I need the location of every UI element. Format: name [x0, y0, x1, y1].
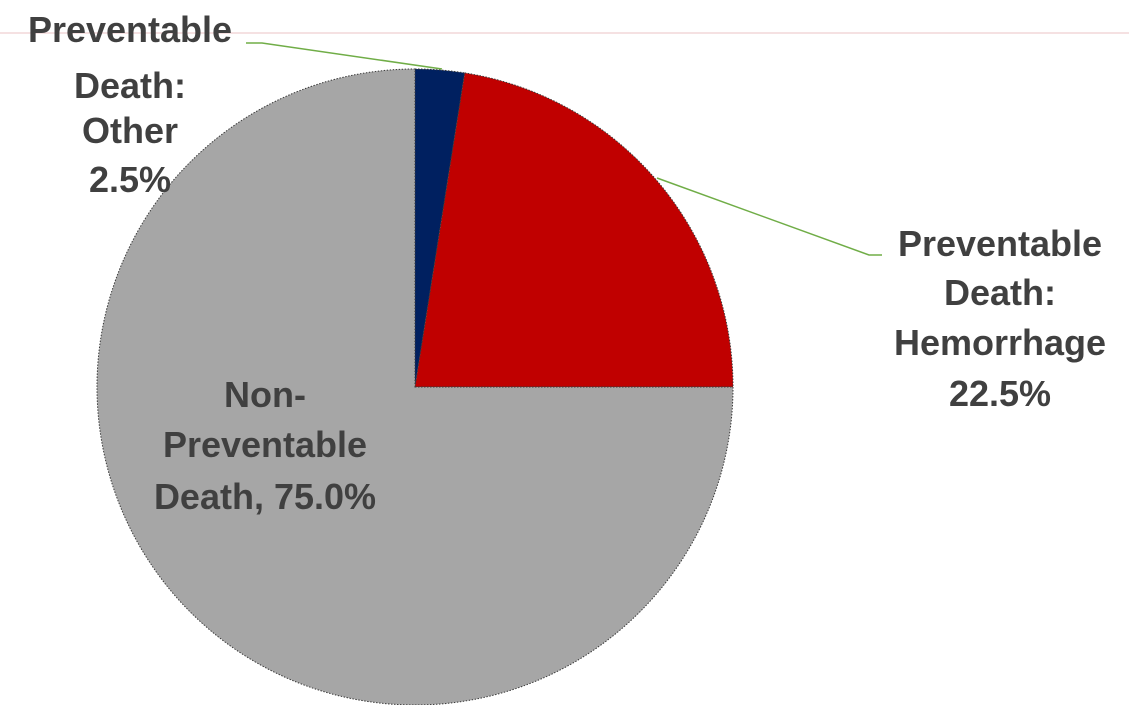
pie-slices: [96, 68, 734, 705]
data-label-hemorrhage-line: 22.5%: [949, 373, 1051, 414]
data-label-other-line: 2.5%: [89, 159, 171, 200]
data-label-hemorrhage-line: Preventable: [898, 223, 1102, 264]
data-label-non-preventable-line: Death, 75.0%: [154, 476, 376, 517]
pie-slice-non-preventable: [96, 68, 734, 705]
leader-line-other: [246, 42, 443, 70]
data-label-other-line: Preventable: [28, 9, 232, 50]
pie-slice-hemorrhage: [414, 72, 734, 388]
data-label-hemorrhage-line: Hemorrhage: [894, 322, 1106, 363]
data-label-non-preventable-line: Non-: [224, 374, 306, 415]
data-label-hemorrhage: Preventable Death: Hemorrhage 22.5%: [894, 223, 1106, 414]
data-label-non-preventable: Non- Preventable Death, 75.0%: [154, 374, 376, 517]
data-labels: Preventable Death: Other 2.5%Preventable Dea…: [28, 9, 1106, 517]
data-label-other-line: Death:: [74, 65, 186, 106]
data-label-hemorrhage-line: Death:: [944, 272, 1056, 313]
data-label-other-line: Other: [82, 110, 178, 151]
data-label-other: Preventable Death: Other 2.5%: [28, 9, 232, 200]
leader-lines: [246, 42, 882, 256]
data-label-non-preventable-line: Preventable: [163, 424, 367, 465]
leader-line-hemorrhage: [656, 177, 882, 256]
